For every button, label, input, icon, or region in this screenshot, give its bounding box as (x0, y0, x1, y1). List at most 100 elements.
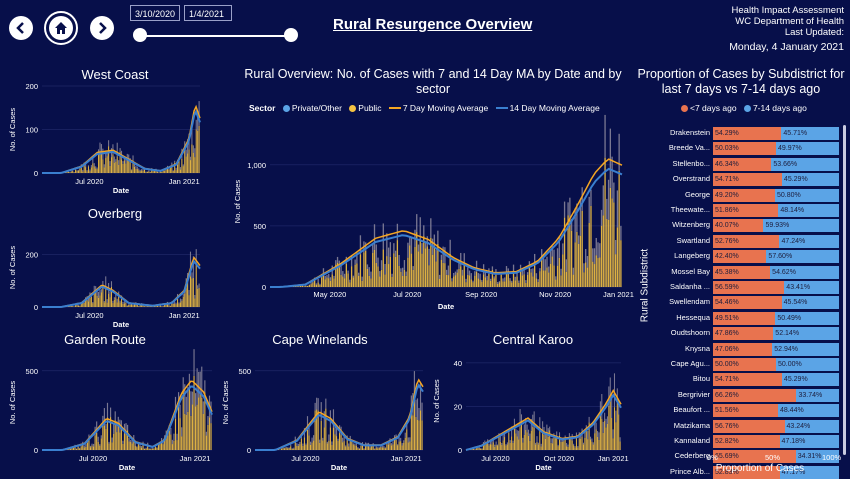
proportion-row[interactable]: Kannaland 52.82% 47.18% (648, 435, 838, 448)
proportion-row[interactable]: Hessequa 49.51% 50.49% (648, 312, 838, 325)
bar-7-14[interactable]: 33.74% (796, 389, 839, 402)
bar-public (178, 161, 179, 173)
bar-lt7[interactable]: 49.51% (713, 312, 775, 325)
proportion-row[interactable]: Swellendam 54.46% 45.54% (648, 296, 838, 309)
bar-lt7[interactable]: 56.76% (713, 420, 785, 433)
bar-lt7[interactable]: 47.86% (713, 327, 773, 340)
bar-lt7[interactable]: 49.20% (713, 189, 775, 202)
bar-public (545, 270, 546, 287)
bar-public (575, 447, 576, 450)
bar-lt7[interactable]: 51.56% (713, 404, 778, 417)
bar-public (511, 436, 512, 450)
bar-7-14[interactable]: 50.00% (776, 358, 839, 371)
proportion-row[interactable]: Overstrand 54.71% 45.29% (648, 173, 838, 186)
bar-7-14[interactable]: 53.66% (771, 158, 839, 171)
bar-private (506, 266, 507, 272)
bar-7-14[interactable]: 48.14% (778, 204, 839, 217)
bar-7-14[interactable]: 48.44% (778, 404, 839, 417)
bar-lt7[interactable]: 47.06% (713, 343, 772, 356)
bar-7-14[interactable]: 45.29% (782, 173, 839, 186)
bar-7-14[interactable]: 45.54% (782, 296, 839, 309)
bar-private (594, 248, 595, 264)
bar-public (101, 151, 102, 173)
bar-7-14[interactable]: 57.60% (766, 250, 839, 263)
bar-public (99, 446, 100, 450)
bar-public (132, 444, 133, 450)
bar-7-14[interactable]: 50.49% (775, 312, 839, 325)
proportion-row[interactable]: Stellenbo... 46.34% 53.66% (648, 158, 838, 171)
proportion-row[interactable]: Witzenberg 40.07% 59.93% (648, 219, 838, 232)
bar-lt7[interactable]: 42.40% (713, 250, 766, 263)
bar-lt7[interactable]: 40.07% (713, 219, 763, 232)
bar-lt7[interactable]: 52.76% (713, 235, 779, 248)
proportion-row[interactable]: Mossel Bay 45.38% 54.62% (648, 266, 838, 279)
proportion-row[interactable]: Breede Va... 50.03% 49.97% (648, 142, 838, 155)
bar-public (190, 276, 191, 307)
proportion-row[interactable]: Matzikama 56.76% 43.24% (648, 420, 838, 433)
proportion-row[interactable]: Langeberg 42.40% 57.60% (648, 250, 838, 263)
bar-public (457, 273, 458, 287)
bar-public (124, 160, 125, 173)
bar-public (511, 282, 512, 287)
bar-private (566, 443, 567, 446)
bar-lt7[interactable]: 52.82% (713, 435, 780, 448)
bar-private (517, 430, 518, 436)
proportion-scrollbar[interactable] (843, 125, 846, 455)
bar-lt7[interactable]: 45.38% (713, 266, 770, 279)
bar-7-14[interactable]: 43.41% (784, 281, 839, 294)
bar-7-14[interactable]: 54.62% (770, 266, 839, 279)
bar-lt7[interactable]: 66.26% (713, 389, 796, 402)
bar-lt7[interactable]: 51.86% (713, 204, 778, 217)
bar-7-14[interactable]: 49.97% (776, 142, 839, 155)
bar-7-14[interactable]: 52.14% (773, 327, 839, 340)
bar-lt7[interactable]: 46.34% (713, 158, 771, 171)
bar-public (170, 167, 171, 173)
bar-private (559, 432, 560, 435)
bar-private (417, 398, 418, 419)
bar-7-14[interactable]: 50.80% (775, 189, 839, 202)
proportion-row[interactable]: Oudtshoorn 47.86% 52.14% (648, 327, 838, 340)
bar-7-14[interactable]: 59.93% (763, 219, 839, 232)
bar-private (330, 277, 331, 281)
bar-7-14[interactable]: 47.24% (779, 235, 839, 248)
bar-lt7[interactable]: 54.46% (713, 296, 782, 309)
bar-lt7[interactable]: 54.71% (713, 173, 782, 186)
proportion-row[interactable]: Cape Agu... 50.00% 50.00% (648, 358, 838, 371)
bar-7-14[interactable]: 43.24% (785, 420, 839, 433)
bar-public (127, 306, 128, 307)
bar-public (299, 444, 300, 450)
bar-lt7[interactable]: 65.69% (713, 450, 796, 463)
bar-public (524, 435, 525, 450)
bar-public (508, 273, 509, 287)
bar-lt7[interactable]: 54.29% (713, 127, 781, 140)
bar-public (379, 277, 380, 287)
proportion-row[interactable]: Swartland 52.76% 47.24% (648, 235, 838, 248)
proportion-row[interactable]: Cederberg 65.69% 34.31% (648, 450, 838, 463)
bar-private (390, 242, 391, 257)
bar-lt7[interactable]: 50.03% (713, 142, 776, 155)
bar-private (107, 299, 108, 303)
bar-public (477, 448, 478, 450)
proportion-row[interactable]: George 49.20% 50.80% (648, 189, 838, 202)
bar-public (321, 421, 322, 450)
bar-public (383, 249, 384, 287)
bar-public (75, 305, 76, 307)
bar-7-14[interactable]: 47.18% (780, 435, 839, 448)
proportion-row[interactable]: Bergrivier 66.26% 33.74% (648, 389, 838, 402)
bar-lt7[interactable]: 54.71% (713, 373, 782, 386)
proportion-row[interactable]: Theewate... 51.86% 48.14% (648, 204, 838, 217)
proportion-row[interactable]: Bitou 54.71% 45.29% (648, 373, 838, 386)
bar-7-14[interactable]: 52.94% (772, 343, 839, 356)
bar-7-14[interactable]: 45.71% (781, 127, 839, 140)
proportion-row[interactable]: Saldanha ... 56.59% 43.41% (648, 281, 838, 294)
bar-private (552, 438, 553, 443)
bar-7-14[interactable]: 45.29% (782, 373, 839, 386)
bar-lt7[interactable]: 50.00% (713, 358, 776, 371)
proportion-row[interactable]: Drakenstein 54.29% 45.71% (648, 127, 838, 140)
bar-public (610, 400, 611, 450)
bar-public (171, 167, 172, 173)
bar-public (135, 446, 136, 450)
bar-lt7[interactable]: 56.59% (713, 281, 784, 294)
proportion-row[interactable]: Beaufort ... 51.56% 48.44% (648, 404, 838, 417)
proportion-row[interactable]: Knysna 47.06% 52.94% (648, 343, 838, 356)
